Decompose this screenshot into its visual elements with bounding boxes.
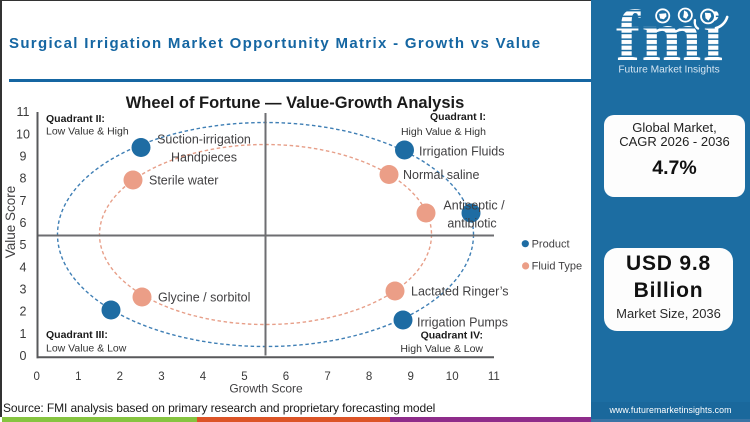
svg-text:Normal saline: Normal saline bbox=[403, 168, 479, 182]
svg-text:4: 4 bbox=[200, 371, 207, 383]
svg-text:0: 0 bbox=[33, 371, 39, 383]
svg-text:2: 2 bbox=[117, 371, 123, 383]
svg-text:3: 3 bbox=[20, 283, 27, 297]
svg-text:9: 9 bbox=[407, 371, 413, 383]
svg-text:Low Value & High: Low Value & High bbox=[46, 126, 129, 138]
svg-text:Fluid Type: Fluid Type bbox=[532, 261, 583, 273]
svg-text:8: 8 bbox=[366, 371, 372, 383]
svg-text:6: 6 bbox=[20, 216, 27, 230]
svg-text:Quadrant II:: Quadrant II: bbox=[46, 113, 105, 125]
svg-text:Quadrant IV:: Quadrant IV: bbox=[421, 330, 483, 342]
svg-text:Antiseptic /: Antiseptic / bbox=[443, 199, 505, 213]
svg-text:antibiotic: antibiotic bbox=[447, 217, 496, 231]
svg-text:Value Score: Value Score bbox=[3, 186, 18, 259]
svg-text:1: 1 bbox=[75, 371, 81, 383]
svg-text:Irrigation Fluids: Irrigation Fluids bbox=[419, 145, 504, 159]
svg-text:5: 5 bbox=[241, 371, 247, 383]
svg-text:2: 2 bbox=[20, 305, 27, 319]
svg-text:Handpieces: Handpieces bbox=[171, 151, 237, 165]
svg-text:9: 9 bbox=[20, 150, 27, 164]
svg-text:Growth Score: Growth Score bbox=[229, 382, 303, 396]
svg-text:Wheel of Fortune — Value-Growt: Wheel of Fortune — Value-Growth Analysis bbox=[126, 94, 465, 112]
svg-text:Glycine / sorbitol: Glycine / sorbitol bbox=[158, 291, 250, 305]
svg-text:10: 10 bbox=[446, 371, 459, 383]
svg-text:11: 11 bbox=[17, 105, 30, 119]
svg-text:10: 10 bbox=[16, 127, 30, 141]
svg-text:High Value & High: High Value & High bbox=[401, 126, 486, 138]
svg-text:Low Value & Low: Low Value & Low bbox=[46, 343, 127, 355]
svg-text:8: 8 bbox=[20, 172, 27, 186]
svg-text:Irrigation Pumps: Irrigation Pumps bbox=[417, 316, 508, 330]
svg-text:5: 5 bbox=[20, 238, 27, 252]
svg-text:6: 6 bbox=[283, 371, 289, 383]
svg-text:4: 4 bbox=[20, 260, 27, 274]
svg-text:7: 7 bbox=[324, 371, 330, 383]
svg-text:0: 0 bbox=[20, 349, 27, 363]
svg-text:Quadrant III:: Quadrant III: bbox=[46, 329, 108, 341]
svg-text:Sterile water: Sterile water bbox=[149, 174, 218, 188]
svg-text:1: 1 bbox=[20, 327, 27, 341]
svg-text:Suction-irrigation: Suction-irrigation bbox=[157, 133, 251, 147]
svg-text:7: 7 bbox=[20, 194, 27, 208]
svg-text:High Value & Low: High Value & Low bbox=[400, 343, 483, 355]
svg-text:11: 11 bbox=[488, 371, 500, 383]
svg-text:Product: Product bbox=[532, 239, 570, 251]
svg-text:Quadrant I:: Quadrant I: bbox=[430, 111, 486, 123]
svg-text:Future Market Insights: Future Market Insights bbox=[618, 65, 719, 76]
svg-text:Lactated Ringer’s: Lactated Ringer’s bbox=[411, 285, 509, 299]
svg-text:3: 3 bbox=[158, 371, 164, 383]
